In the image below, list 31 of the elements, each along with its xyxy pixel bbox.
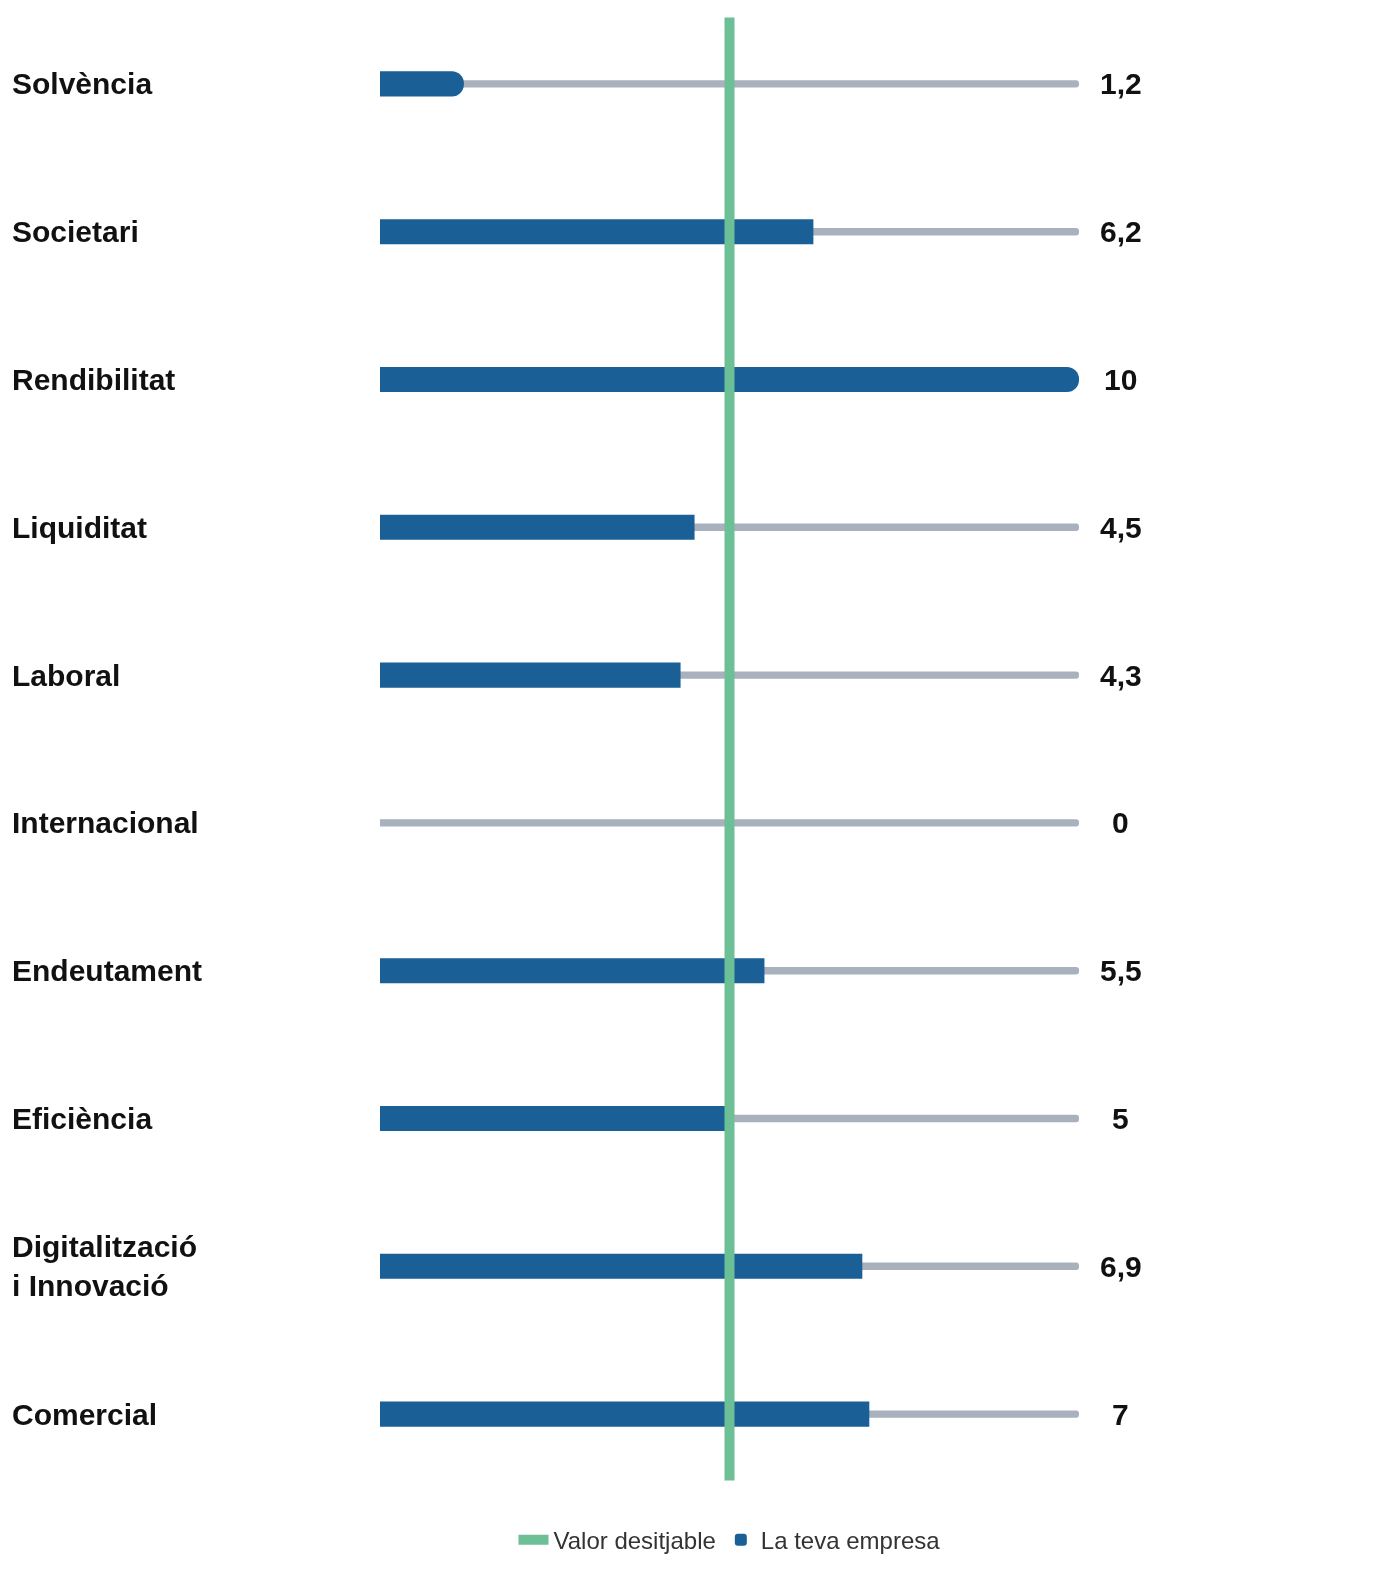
legend-label: La teva empresa — [760, 1527, 941, 1555]
legend-label: Valor desitjable — [553, 1527, 716, 1555]
bar — [380, 1401, 870, 1427]
bar — [380, 1253, 863, 1279]
y-tick-label: Solvència — [12, 67, 153, 100]
bar — [380, 958, 765, 984]
bar — [380, 71, 464, 97]
y-tick-label: Societari — [12, 215, 139, 248]
data-label: 5,5 — [1100, 954, 1142, 987]
y-tick-label: Eficiència — [12, 1102, 153, 1135]
data-label: 6,2 — [1100, 215, 1142, 248]
data-label: 10 — [1104, 363, 1138, 396]
data-label: 4,5 — [1100, 511, 1142, 544]
y-tick-label: Endeutament — [12, 954, 203, 987]
y-tick-label: Internacional — [12, 806, 199, 839]
bar — [380, 514, 695, 540]
bar — [380, 819, 1079, 827]
bar — [380, 662, 681, 688]
data-label: 4,3 — [1100, 659, 1142, 692]
data-label: 6,9 — [1100, 1250, 1142, 1283]
bar — [380, 366, 1079, 393]
y-tick-label: Comercial — [12, 1398, 158, 1431]
y-tick-label: Digitalització i Innovació — [12, 1230, 198, 1302]
data-label: 1,2 — [1100, 67, 1142, 100]
data-label: 0 — [1112, 806, 1129, 839]
y-tick-label: Laboral — [12, 659, 121, 692]
data-label: 5 — [1112, 1102, 1129, 1135]
data-label: 7 — [1112, 1398, 1129, 1431]
bar — [380, 219, 814, 245]
y-tick-label: Liquiditat — [12, 511, 147, 544]
y-tick-label: Rendibilitat — [12, 363, 176, 396]
